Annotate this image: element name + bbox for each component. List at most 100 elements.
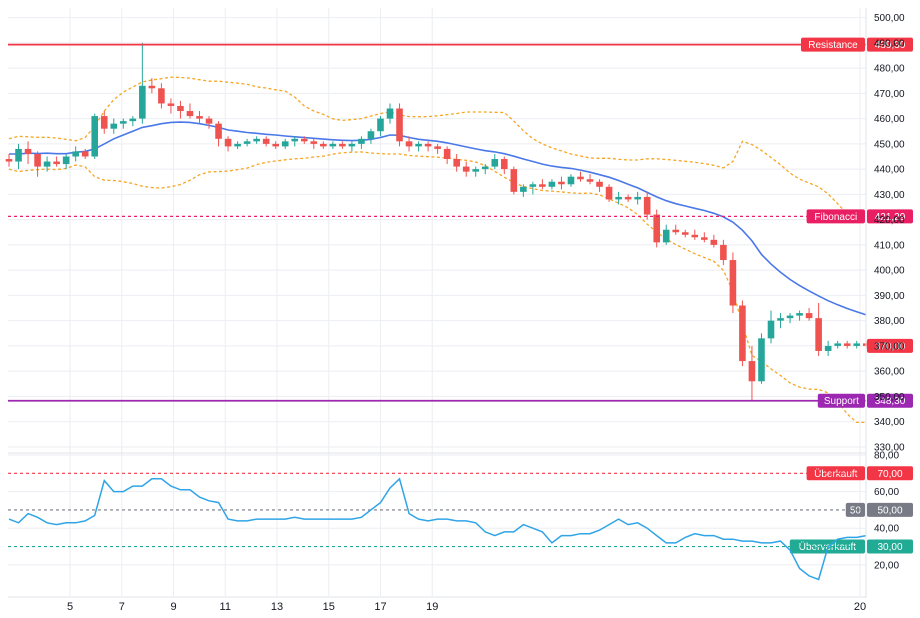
horizontal-levels[interactable]: Resistance 489,30 Fibonacci 421,29 Support 34… bbox=[8, 37, 913, 554]
candle-body[interactable] bbox=[796, 313, 803, 316]
candle[interactable] bbox=[205, 116, 213, 129]
candle-body[interactable] bbox=[186, 111, 194, 117]
candle-body[interactable] bbox=[834, 343, 841, 346]
candle[interactable] bbox=[24, 141, 32, 165]
candle[interactable] bbox=[34, 151, 41, 177]
candle-body[interactable] bbox=[548, 181, 556, 187]
candle[interactable] bbox=[272, 141, 279, 149]
candle-body[interactable] bbox=[205, 118, 213, 124]
candle-body[interactable] bbox=[281, 141, 289, 147]
candle-body[interactable] bbox=[615, 196, 622, 200]
candle[interactable] bbox=[453, 153, 460, 172]
candle[interactable] bbox=[72, 146, 79, 162]
candle[interactable] bbox=[558, 176, 565, 190]
candle-body[interactable] bbox=[310, 141, 318, 144]
candle[interactable] bbox=[672, 224, 680, 235]
candle-body[interactable] bbox=[824, 345, 832, 351]
candle[interactable] bbox=[691, 229, 699, 240]
candle[interactable] bbox=[710, 234, 718, 248]
candle[interactable] bbox=[777, 313, 784, 329]
candle[interactable] bbox=[53, 156, 60, 167]
candle-body[interactable] bbox=[672, 229, 680, 233]
candle-body[interactable] bbox=[472, 169, 480, 172]
candle[interactable] bbox=[396, 103, 403, 147]
candle-body[interactable] bbox=[853, 343, 861, 346]
candle-body[interactable] bbox=[81, 151, 89, 157]
candle[interactable] bbox=[186, 103, 194, 119]
candle-body[interactable] bbox=[320, 143, 327, 147]
candle-body[interactable] bbox=[262, 138, 270, 144]
candle-body[interactable] bbox=[91, 116, 99, 157]
candle[interactable] bbox=[815, 302, 822, 357]
candle-body[interactable] bbox=[567, 176, 575, 185]
candle-body[interactable] bbox=[396, 108, 403, 142]
candle[interactable] bbox=[129, 116, 137, 127]
candle-body[interactable] bbox=[462, 166, 470, 172]
candle[interactable] bbox=[510, 166, 518, 195]
candle[interactable] bbox=[377, 116, 384, 137]
candle[interactable] bbox=[434, 143, 441, 154]
candle-body[interactable] bbox=[434, 146, 441, 149]
candle[interactable] bbox=[796, 310, 803, 321]
candle[interactable] bbox=[358, 136, 365, 149]
candle-body[interactable] bbox=[843, 343, 851, 346]
candle-body[interactable] bbox=[24, 148, 32, 154]
candle-body[interactable] bbox=[253, 138, 260, 142]
candle[interactable] bbox=[567, 174, 575, 187]
candle[interactable] bbox=[443, 146, 451, 165]
candle-body[interactable] bbox=[729, 260, 737, 306]
candle[interactable] bbox=[462, 161, 470, 177]
candle-body[interactable] bbox=[110, 123, 118, 129]
candle[interactable] bbox=[5, 153, 13, 167]
candle[interactable] bbox=[643, 191, 651, 220]
candle-body[interactable] bbox=[443, 148, 451, 160]
candle-body[interactable] bbox=[777, 318, 784, 321]
candle-body[interactable] bbox=[415, 143, 422, 147]
candle-body[interactable] bbox=[681, 232, 689, 235]
candle[interactable] bbox=[15, 143, 22, 170]
candle-body[interactable] bbox=[43, 161, 51, 167]
candle[interactable] bbox=[739, 300, 746, 367]
candle-body[interactable] bbox=[272, 143, 279, 147]
candle-body[interactable] bbox=[577, 176, 584, 180]
candle[interactable] bbox=[701, 232, 708, 243]
candle[interactable] bbox=[843, 340, 851, 349]
candle[interactable] bbox=[177, 100, 184, 119]
candle[interactable] bbox=[548, 179, 556, 190]
candle[interactable] bbox=[262, 136, 270, 147]
candle-body[interactable] bbox=[539, 184, 546, 187]
rsi-line[interactable] bbox=[8, 477, 867, 581]
candle[interactable] bbox=[243, 138, 251, 147]
candle-body[interactable] bbox=[329, 143, 337, 147]
candle-body[interactable] bbox=[405, 141, 413, 147]
candle[interactable] bbox=[853, 340, 861, 349]
candle[interactable] bbox=[148, 78, 156, 94]
candle-body[interactable] bbox=[596, 181, 603, 187]
candle-body[interactable] bbox=[691, 234, 699, 238]
candle[interactable] bbox=[196, 111, 203, 124]
candle-body[interactable] bbox=[529, 184, 537, 187]
candle-body[interactable] bbox=[148, 85, 156, 89]
candle[interactable] bbox=[167, 98, 175, 114]
candle-body[interactable] bbox=[348, 143, 356, 147]
candle[interactable] bbox=[491, 153, 499, 170]
candlestick-series[interactable] bbox=[5, 42, 870, 402]
candle-body[interactable] bbox=[215, 123, 222, 139]
candle[interactable] bbox=[615, 191, 622, 205]
candle[interactable] bbox=[577, 171, 584, 182]
candle-body[interactable] bbox=[767, 320, 775, 339]
candle[interactable] bbox=[81, 148, 89, 160]
candle[interactable] bbox=[215, 121, 222, 147]
candle[interactable] bbox=[662, 224, 670, 245]
candle-body[interactable] bbox=[643, 196, 651, 215]
candle-body[interactable] bbox=[158, 88, 165, 104]
candle-body[interactable] bbox=[520, 186, 527, 192]
candle[interactable] bbox=[43, 156, 51, 172]
candle[interactable] bbox=[139, 42, 146, 124]
candle-body[interactable] bbox=[291, 138, 299, 142]
candle[interactable] bbox=[234, 141, 241, 149]
candle[interactable] bbox=[805, 308, 813, 321]
candle-body[interactable] bbox=[624, 196, 632, 200]
candle-body[interactable] bbox=[5, 159, 13, 162]
candle-body[interactable] bbox=[358, 138, 365, 144]
